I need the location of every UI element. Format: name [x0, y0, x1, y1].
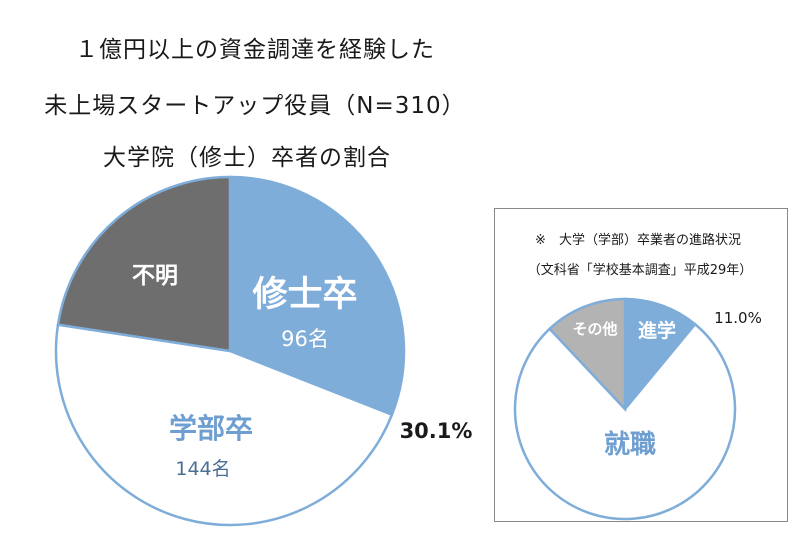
- slice-label-unknown: 不明: [132, 263, 178, 289]
- inset-slice-employment: [513, 322, 737, 521]
- slice-label-bachelor: 学部卒: [169, 412, 253, 445]
- pie-slice-unknown: [56, 175, 232, 353]
- inset-note-source: （文科省「学校基本調査」平成29年）: [527, 263, 753, 278]
- slice-sublabel-bachelor: 144名: [175, 458, 230, 480]
- title-line-2: 未上場スタートアップ役員（N=310）: [44, 93, 466, 119]
- inset-panel: ※ 大学（学部）卒業者の進路状況 （文科省「学校基本調査」平成29年）: [494, 208, 788, 522]
- title-line-3: 大学院（修士）卒者の割合: [103, 145, 391, 171]
- slice-sublabel-master: 96名: [281, 327, 329, 351]
- inset-percent-label: 11.0%: [714, 309, 762, 327]
- inset-slice-other: [547, 297, 627, 413]
- slice-label-master: 修士卒: [251, 275, 357, 315]
- pie-slice-master: [228, 175, 406, 417]
- inset-label-other: その他: [572, 320, 617, 338]
- inset-label-employment: 就職: [604, 430, 656, 460]
- inset-slice-advance: [623, 297, 697, 413]
- percent-label-master: 30.1%: [400, 419, 473, 443]
- title-line-1: １億円以上の資金調達を経験した: [75, 37, 435, 63]
- pie-slice-bachelor: [54, 323, 394, 527]
- inset-note-title: ※ 大学（学部）卒業者の進路状況: [535, 233, 741, 248]
- inset-label-advance: 進学: [638, 319, 676, 342]
